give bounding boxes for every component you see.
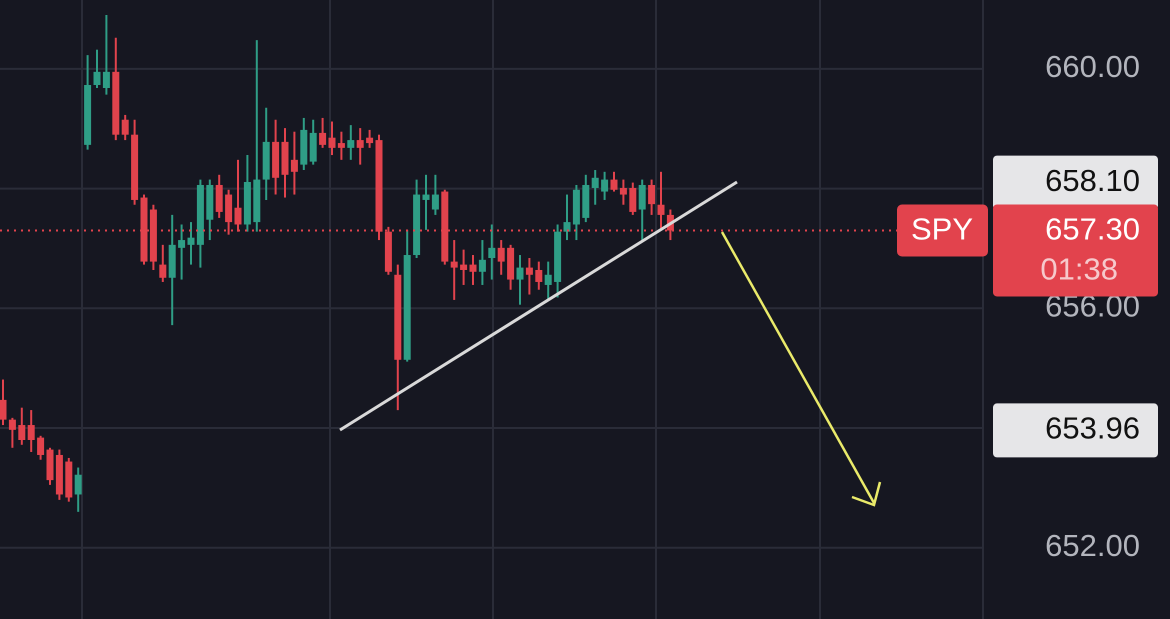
countdown: 01:38 xyxy=(1040,252,1118,287)
candle-body xyxy=(375,140,383,232)
candle-body xyxy=(629,187,637,212)
candle-body xyxy=(441,191,449,262)
candle-body xyxy=(488,247,496,259)
candle-body xyxy=(225,194,233,223)
candles xyxy=(0,14,674,512)
candle-body xyxy=(516,267,524,280)
candle-body xyxy=(601,179,609,192)
candle-body xyxy=(55,454,63,495)
y-tick-label: 660.00 xyxy=(1045,49,1140,84)
price-badges: 658.10 653.96 657.30 01:38 SPY xyxy=(897,155,1158,458)
candle-body xyxy=(497,247,505,262)
candle-body xyxy=(253,179,261,223)
candle-body xyxy=(544,274,552,285)
candle-body xyxy=(196,184,204,245)
candle-body xyxy=(206,184,214,220)
trend-line xyxy=(339,180,738,432)
candle-body xyxy=(535,269,543,282)
candle-body xyxy=(215,184,223,212)
candle-body xyxy=(149,209,157,262)
candle-body xyxy=(366,137,374,144)
candle-body xyxy=(422,194,430,200)
candle-body xyxy=(46,449,54,481)
candle-body xyxy=(0,399,7,420)
y-tick-label: 652.00 xyxy=(1045,528,1140,563)
candle-body xyxy=(300,129,308,165)
last-price-badge xyxy=(993,204,1158,297)
candle-body xyxy=(272,141,280,178)
candle-body xyxy=(507,247,515,280)
candle-body xyxy=(281,141,289,175)
candle-body xyxy=(610,179,618,190)
price-marker-label: 653.96 xyxy=(1045,411,1140,446)
candle-body xyxy=(638,184,646,210)
candle-body xyxy=(140,197,148,262)
candle-body xyxy=(8,419,16,430)
candle-body xyxy=(648,184,656,205)
candle-body xyxy=(328,137,336,148)
price-grid xyxy=(0,67,983,549)
candle-body xyxy=(403,255,411,360)
symbol-label: SPY xyxy=(911,212,973,247)
candle-body xyxy=(131,134,139,200)
candle-body xyxy=(102,71,110,89)
candle-body xyxy=(27,425,35,441)
candle-body xyxy=(413,194,421,256)
time-grid xyxy=(81,0,984,619)
arrow-shaft xyxy=(720,231,876,504)
candle-body xyxy=(121,119,129,135)
arrow-head xyxy=(851,481,882,507)
price-marker-badge xyxy=(993,155,1158,210)
candle-body xyxy=(243,181,251,225)
candle-body xyxy=(591,177,599,188)
candle-body xyxy=(478,259,486,272)
candle-body xyxy=(159,264,167,278)
candle-body xyxy=(84,85,92,145)
price-marker-label: 658.10 xyxy=(1045,163,1140,198)
candle-body xyxy=(18,425,26,441)
candle-body xyxy=(178,240,186,248)
projection-arrow xyxy=(720,231,882,507)
candle-body xyxy=(65,461,73,498)
candle-body xyxy=(187,237,195,245)
candle-body xyxy=(347,140,355,148)
candle-body xyxy=(394,274,402,360)
candle-body xyxy=(525,267,533,275)
candle-body xyxy=(309,132,317,162)
candle-body xyxy=(112,71,120,135)
candle-body xyxy=(563,222,571,232)
candle-body xyxy=(460,264,468,270)
price-marker-badge xyxy=(993,403,1158,458)
candle-body xyxy=(337,143,345,148)
candle-body xyxy=(74,474,82,495)
candle-body xyxy=(384,231,392,272)
candle-body xyxy=(554,231,562,282)
candle-body xyxy=(262,141,270,180)
candle-body xyxy=(290,159,298,172)
candle-body xyxy=(469,264,477,272)
candle-body xyxy=(37,437,45,455)
candle-body xyxy=(93,71,101,86)
candle-body xyxy=(450,261,458,268)
candle-body xyxy=(619,187,627,195)
candle-body xyxy=(582,184,590,218)
symbol-badge xyxy=(897,204,988,257)
candle-body xyxy=(572,189,580,225)
candle-body xyxy=(657,204,665,215)
candle-body xyxy=(431,194,439,210)
candle-body xyxy=(319,132,327,145)
candle-body xyxy=(234,207,242,225)
candle-body xyxy=(356,140,364,148)
last-price-label: 657.30 xyxy=(1045,212,1140,247)
candle-body xyxy=(168,244,176,278)
